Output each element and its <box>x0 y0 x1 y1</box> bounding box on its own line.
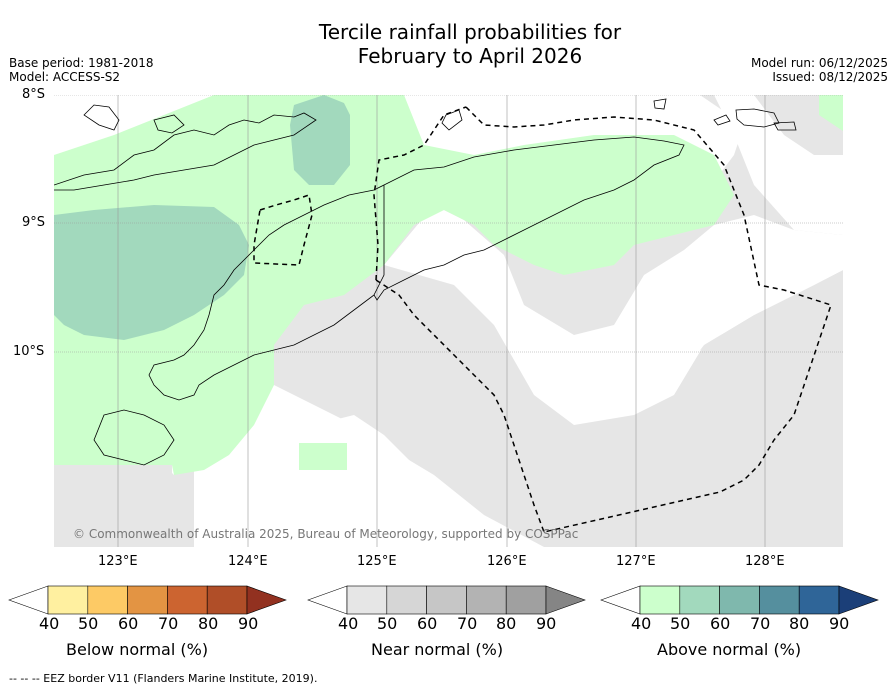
colorbar-segment <box>246 585 287 615</box>
colorbar-segment <box>679 585 720 615</box>
colorbar-segment <box>206 585 248 615</box>
model-name: Model: ACCESS-S2 <box>9 70 121 84</box>
colorbar-label-above: Above normal (%) <box>657 640 802 659</box>
colorbar-segment <box>426 585 467 615</box>
colorbar-segment <box>386 585 427 615</box>
colorbar-segment <box>127 585 168 615</box>
cb2-tick-50: 50 <box>670 614 691 633</box>
cb2-tick-90: 90 <box>829 614 850 633</box>
colorbar-segment <box>798 585 840 615</box>
meta-right: Model run: 06/12/2025 Issued: 08/12/2025 <box>751 56 888 84</box>
cb0-tick-70: 70 <box>158 614 179 633</box>
colorbar-segment <box>759 585 800 615</box>
colorbar-segment <box>838 585 879 615</box>
cb2-tick-60: 60 <box>710 614 731 633</box>
cb1-tick-90: 90 <box>536 614 557 633</box>
cb0-tick-90: 90 <box>238 614 259 633</box>
copyright-text: © Commonwealth of Australia 2025, Bureau… <box>73 527 578 541</box>
lon-label-123e: 123°E <box>98 554 138 569</box>
colorbar-segment <box>167 585 208 615</box>
colorbar-label-below: Below normal (%) <box>66 640 209 659</box>
colorbar-segment <box>505 585 547 615</box>
colorbar-segment <box>307 585 348 615</box>
colorbar-near-normal <box>307 585 586 615</box>
cb2-tick-80: 80 <box>789 614 810 633</box>
issued-date: Issued: 08/12/2025 <box>772 70 888 84</box>
cb1-tick-40: 40 <box>338 614 359 633</box>
colorbar-segment <box>346 585 388 615</box>
lon-label-128e: 128°E <box>745 554 785 569</box>
colorbar-segment <box>87 585 128 615</box>
lat-label-10s: 10°S <box>13 344 45 359</box>
coastlines <box>54 98 797 466</box>
colorbar-segment <box>639 585 681 615</box>
lon-label-124e: 124°E <box>228 554 268 569</box>
above-normal-50-region <box>54 95 350 340</box>
model-run: Model run: 06/12/2025 <box>750 56 888 70</box>
lon-label-126e: 126°E <box>487 554 527 569</box>
colorbar-segment <box>719 585 760 615</box>
graticule <box>54 95 843 547</box>
cb2-tick-70: 70 <box>750 614 771 633</box>
title-line-2: February to April 2026 <box>357 44 583 68</box>
colorbar-segment <box>8 585 49 615</box>
cb1-tick-50: 50 <box>377 614 398 633</box>
map-title: Tercile rainfall probabilities for Febru… <box>0 20 896 68</box>
lat-label-8s: 8°S <box>22 87 46 102</box>
lat-label-9s: 9°S <box>22 215 46 230</box>
colorbar-segment <box>47 585 89 615</box>
meta-left: Base period: 1981-2018 Model: ACCESS-S2 <box>9 56 154 84</box>
colorbar-segment <box>600 585 641 615</box>
cb1-tick-80: 80 <box>496 614 517 633</box>
map-panel: © Commonwealth of Australia 2025, Bureau… <box>54 95 843 547</box>
colorbar-label-near: Near normal (%) <box>371 640 504 659</box>
colorbar-above-normal <box>600 585 879 615</box>
title-line-1: Tercile rainfall probabilities for <box>318 20 622 44</box>
base-period: Base period: 1981-2018 <box>9 56 154 70</box>
eez-border <box>253 106 832 533</box>
cb0-tick-50: 50 <box>78 614 99 633</box>
colorbar-segment <box>466 585 507 615</box>
cb0-tick-40: 40 <box>39 614 60 633</box>
lon-label-127e: 127°E <box>616 554 656 569</box>
cb0-tick-80: 80 <box>198 614 219 633</box>
cb1-tick-70: 70 <box>457 614 478 633</box>
cb2-tick-40: 40 <box>631 614 652 633</box>
colorbars <box>8 585 879 615</box>
eez-footnote: -- -- -- EEZ border V11 (Flanders Marine… <box>9 672 318 685</box>
cb0-tick-60: 60 <box>118 614 139 633</box>
above-normal-region <box>54 95 843 475</box>
colorbar-below-normal <box>8 585 287 615</box>
colorbar-segment <box>545 585 586 615</box>
lon-label-125e: 125°E <box>357 554 397 569</box>
cb1-tick-60: 60 <box>417 614 438 633</box>
